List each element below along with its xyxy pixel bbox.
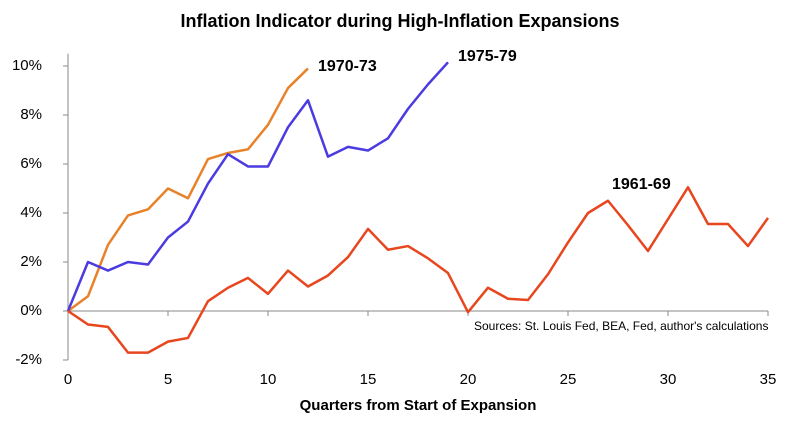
- x-tick-label: 25: [560, 371, 577, 388]
- source-note: Sources: St. Louis Fed, BEA, Fed, author…: [474, 319, 768, 333]
- series-label: 1975-79: [458, 48, 517, 65]
- x-tick-label: 30: [660, 371, 677, 388]
- x-tick-label: 15: [360, 371, 377, 388]
- series-label: 1970-73: [318, 58, 377, 75]
- series-line: [67, 186, 770, 354]
- y-tick-label: -2%: [15, 351, 42, 368]
- x-axis-label: Quarters from Start of Expansion: [300, 397, 537, 414]
- x-tick-label: 35: [760, 371, 777, 388]
- series-label: 1961-69: [612, 176, 671, 193]
- y-tick-label: 4%: [20, 204, 42, 221]
- y-tick-label: 0%: [20, 302, 42, 319]
- y-tick-label: 10%: [12, 57, 42, 74]
- y-tick-label: 8%: [20, 106, 42, 123]
- x-tick-label: 20: [460, 371, 477, 388]
- x-tick-label: 5: [164, 371, 172, 388]
- x-tick-label: 0: [64, 371, 72, 388]
- chart-title: Inflation Indicator during High-Inflatio…: [181, 11, 620, 31]
- series-line: [67, 67, 309, 313]
- y-tick-label: 2%: [20, 253, 42, 270]
- y-tick-label: 6%: [20, 155, 42, 172]
- x-tick-label: 10: [260, 371, 277, 388]
- series-line: [66, 61, 449, 312]
